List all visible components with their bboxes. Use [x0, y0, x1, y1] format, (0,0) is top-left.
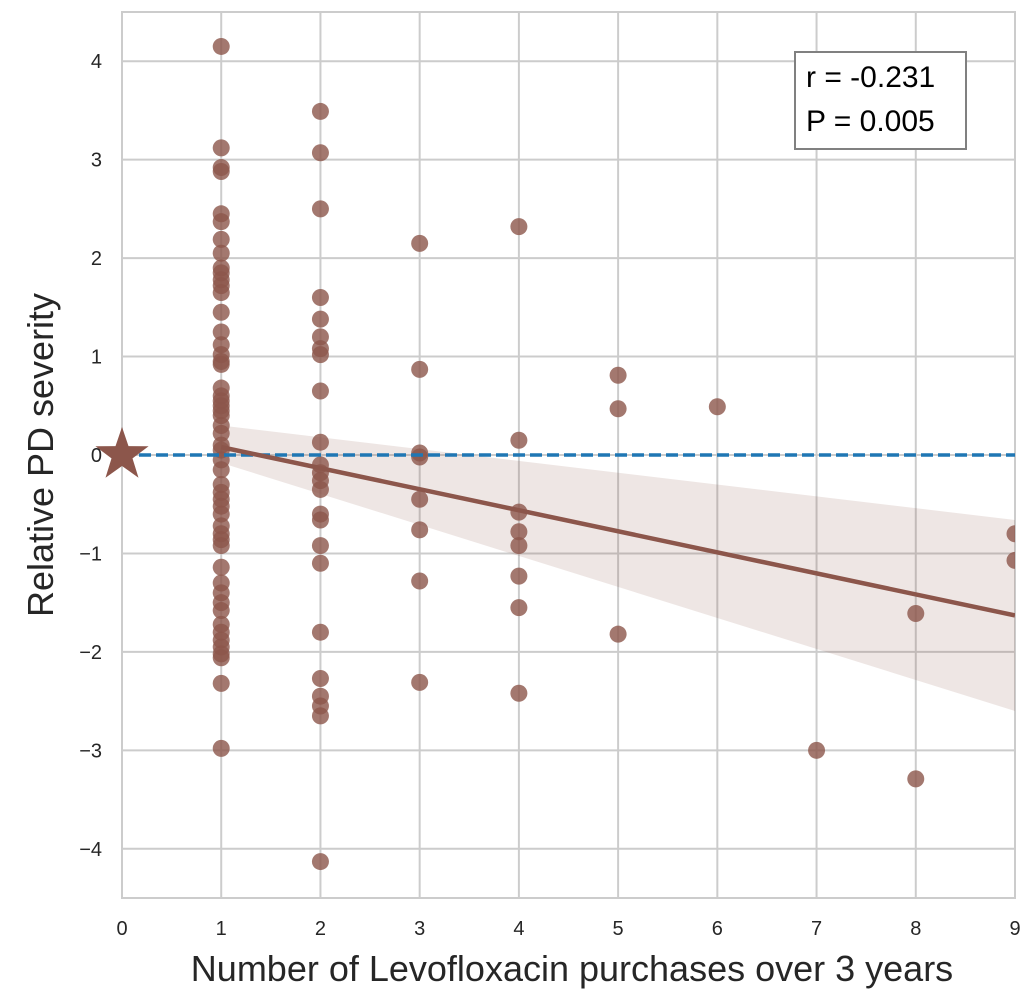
- data-point: [311, 102, 329, 120]
- reference-star-marker: [95, 427, 149, 478]
- y-tick-label: 0: [91, 445, 102, 467]
- x-tick-label: 0: [116, 918, 127, 940]
- data-point: [212, 284, 230, 302]
- data-point: [311, 144, 329, 162]
- data-point: [212, 244, 230, 262]
- data-point: [510, 537, 528, 555]
- y-tick-label: 4: [91, 51, 102, 73]
- x-tick-label: 5: [613, 918, 624, 940]
- data-point: [212, 139, 230, 157]
- reference-layer: [95, 427, 1015, 478]
- data-point: [212, 505, 230, 523]
- data-point: [311, 511, 329, 529]
- data-point: [212, 739, 230, 757]
- data-point: [311, 288, 329, 306]
- data-point: [311, 669, 329, 687]
- data-point: [212, 230, 230, 248]
- stats-annotation: r = -0.231 P = 0.005: [794, 51, 967, 150]
- data-point: [411, 448, 429, 466]
- data-point: [1006, 551, 1015, 569]
- data-point: [311, 480, 329, 498]
- x-tick-label: 4: [513, 918, 524, 940]
- x-tick-label: 6: [712, 918, 723, 940]
- data-point: [311, 200, 329, 218]
- data-point: [411, 360, 429, 378]
- data-point: [510, 567, 528, 585]
- stats-annotation-box: [794, 51, 967, 150]
- data-point: [510, 684, 528, 702]
- data-point: [411, 234, 429, 252]
- data-point: [212, 303, 230, 321]
- regression-line: [220, 444, 1015, 618]
- data-point: [510, 431, 528, 449]
- data-point: [212, 424, 230, 442]
- x-tick-label: 1: [216, 918, 227, 940]
- p-value-text: P = 0.005: [806, 105, 935, 138]
- data-point: [411, 521, 429, 539]
- data-point: [311, 382, 329, 400]
- x-tick-label: 9: [1009, 918, 1020, 940]
- data-point: [212, 213, 230, 231]
- x-axis-label: Number of Levofloxacin purchases over 3 …: [191, 948, 953, 989]
- data-point: [411, 673, 429, 691]
- data-point: [510, 599, 528, 617]
- data-point: [212, 537, 230, 555]
- x-tick-label: 2: [315, 918, 326, 940]
- y-tick-label: −2: [79, 642, 102, 664]
- y-tick-label: 3: [91, 150, 102, 172]
- data-point: [510, 218, 528, 236]
- data-point: [212, 37, 230, 55]
- data-point: [808, 741, 826, 759]
- data-point: [311, 623, 329, 641]
- data-point: [212, 649, 230, 667]
- data-point: [311, 554, 329, 572]
- x-tick-label: 7: [811, 918, 822, 940]
- data-point: [212, 602, 230, 620]
- data-point: [907, 604, 925, 622]
- data-point: [311, 328, 329, 346]
- grid: [121, 11, 1016, 899]
- data-point: [708, 398, 726, 416]
- points-layer: [212, 37, 1015, 871]
- regression-layer: [220, 444, 1015, 618]
- data-point: [212, 558, 230, 576]
- data-point: [311, 346, 329, 364]
- y-tick-label: −4: [79, 839, 102, 861]
- correlation-r-text: r = -0.231: [806, 61, 935, 94]
- y-tick-label: 2: [91, 248, 102, 270]
- data-point: [212, 674, 230, 692]
- data-point: [212, 162, 230, 180]
- x-tick-label: 8: [910, 918, 921, 940]
- data-point: [1006, 525, 1015, 543]
- data-point: [311, 537, 329, 555]
- data-point: [907, 770, 925, 788]
- data-point: [212, 355, 230, 373]
- data-point: [609, 366, 627, 384]
- data-point: [411, 490, 429, 508]
- data-point: [609, 625, 627, 643]
- data-point: [311, 433, 329, 451]
- y-tick-label: −1: [79, 543, 102, 565]
- data-point: [510, 523, 528, 541]
- y-tick-label: 1: [91, 347, 102, 369]
- data-point: [311, 853, 329, 871]
- tick-labels: 0 1 2 3 4 5 6 7 8 9 −4 −3 −2 −1 0 1 2 3 4: [79, 51, 1020, 940]
- data-point: [311, 707, 329, 725]
- y-tick-label: −3: [79, 740, 102, 762]
- y-axis-label: Relative PD severity: [20, 293, 61, 617]
- data-point: [212, 461, 230, 479]
- x-tick-label: 3: [414, 918, 425, 940]
- data-point: [311, 310, 329, 328]
- data-point: [609, 400, 627, 418]
- data-point: [411, 572, 429, 590]
- data-point: [212, 323, 230, 341]
